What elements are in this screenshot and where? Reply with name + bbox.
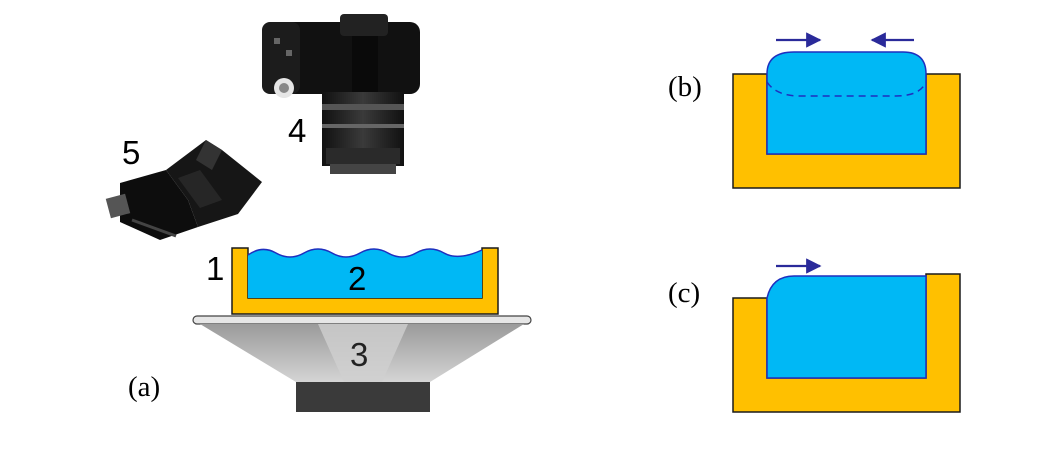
light-number: 3 <box>350 336 368 373</box>
panel-c: (c) <box>668 258 961 413</box>
panel-label-b: (b) <box>668 71 702 103</box>
water-b <box>766 51 927 155</box>
panel-label-a: (a) <box>128 371 160 403</box>
flash-number: 5 <box>122 134 140 171</box>
panel-b: (b) <box>668 32 961 189</box>
water-a <box>247 248 483 298</box>
water-c <box>766 275 927 379</box>
water-number: 2 <box>348 260 366 297</box>
camera-icon <box>262 14 420 174</box>
panel-label-c: (c) <box>668 277 700 309</box>
camera-number: 4 <box>288 112 306 149</box>
light-source <box>192 315 532 412</box>
panel-a: 5 4 1 2 <box>105 14 532 412</box>
flash-icon <box>105 140 262 240</box>
surface-dashed-b <box>766 81 927 97</box>
container-number: 1 <box>206 250 224 287</box>
